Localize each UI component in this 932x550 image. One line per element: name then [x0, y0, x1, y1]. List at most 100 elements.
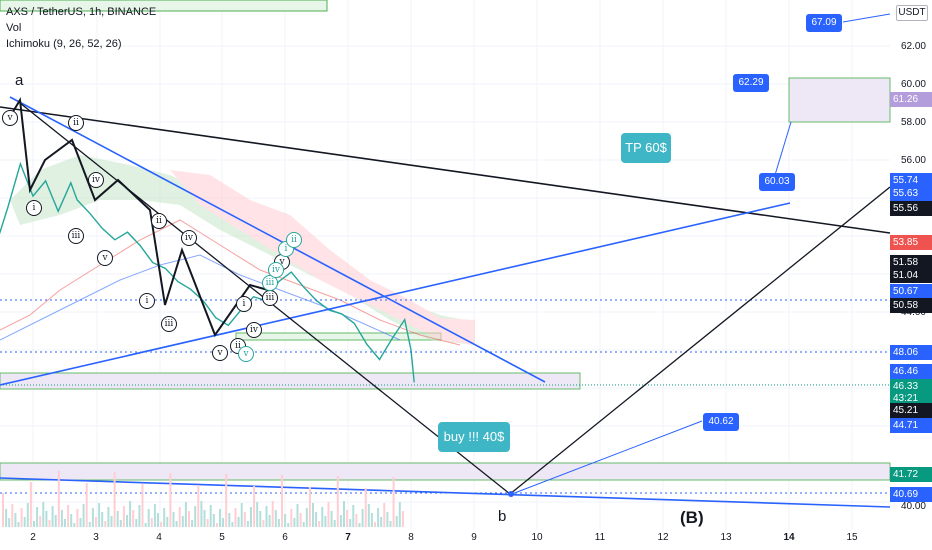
volume-bar — [392, 477, 395, 527]
indicator-legend: Ichimoku (9, 26, 52, 26) — [6, 38, 122, 50]
volume-bar — [157, 513, 159, 527]
volume-bar — [265, 506, 268, 527]
volume-bar — [364, 488, 367, 527]
volume-bar — [54, 515, 57, 527]
volume-bar — [57, 471, 60, 527]
x-tick: 11 — [594, 532, 606, 543]
wave-circle-label: iv — [246, 322, 262, 338]
volume-bar — [212, 514, 215, 527]
volume-bar — [358, 523, 361, 527]
volume-bar — [166, 517, 169, 527]
volume-bar — [246, 521, 249, 527]
x-tick: 6 — [282, 532, 288, 543]
volume-bar — [327, 502, 330, 527]
trendline-black-up — [509, 186, 891, 495]
volume-bar — [333, 520, 336, 527]
volume-bar — [290, 509, 293, 527]
volume-bar — [237, 517, 240, 527]
volume-legend: Vol — [6, 22, 22, 34]
volume-bar — [386, 512, 389, 527]
trendline-blue-up — [0, 202, 791, 386]
volume-bar — [95, 517, 97, 527]
volume-bar — [14, 513, 17, 527]
volume-bar — [377, 508, 380, 527]
volume-bar — [104, 521, 107, 527]
volume-bar — [101, 512, 104, 527]
volume-bar — [268, 515, 271, 527]
volume-bar — [395, 516, 398, 527]
volume-bar — [160, 522, 163, 527]
volume-bars — [2, 471, 404, 527]
volume-bar — [352, 505, 355, 527]
volume-bar — [374, 522, 376, 527]
volume-bar — [302, 522, 305, 527]
wave-circle-label: i — [236, 296, 252, 312]
volume-bar — [256, 502, 259, 527]
volume-bar — [339, 515, 342, 527]
trendline-blue-bottom — [0, 477, 891, 508]
volume-bar — [181, 516, 184, 527]
volume-bar — [169, 473, 172, 527]
price-tag: 45.21 — [890, 403, 932, 418]
volume-bar — [141, 484, 144, 527]
y-tick-40: 40.00 — [900, 501, 926, 512]
y-tick-64: 62.00 — [900, 41, 926, 52]
zone-top-left — [0, 0, 328, 12]
volume-bar — [324, 516, 327, 527]
volume-bar — [259, 511, 262, 527]
projection-60 — [774, 121, 792, 176]
volume-bar — [122, 506, 125, 527]
volume-bar — [29, 482, 32, 527]
volume-bar — [312, 503, 314, 527]
volume-bar — [330, 511, 333, 527]
wave-circle-label: ii — [151, 213, 167, 229]
volume-bar — [209, 505, 212, 527]
volume-bar — [70, 514, 73, 527]
volume-bar — [138, 505, 141, 527]
volume-bar — [274, 510, 277, 527]
currency-button[interactable]: USDT — [896, 5, 928, 21]
volume-bar — [398, 502, 401, 527]
volume-bar — [135, 519, 138, 527]
tag-62: 62.29 — [733, 74, 769, 92]
volume-bar — [287, 523, 290, 527]
volume-bar — [367, 504, 370, 527]
y-tick-62: 60.00 — [900, 79, 926, 90]
volume-bar — [163, 508, 166, 527]
wave-circle-label: i — [139, 293, 155, 309]
wave-circle-label: iii — [161, 316, 177, 332]
wave-circle-label: iii — [262, 275, 278, 291]
volume-bar — [91, 508, 94, 527]
volume-bar — [293, 518, 296, 527]
volume-bar — [250, 507, 252, 527]
projection-40 — [511, 420, 703, 495]
volume-bar — [343, 501, 345, 527]
volume-bar — [45, 511, 48, 527]
volume-bar — [132, 510, 135, 527]
wave-circle-label: ii — [286, 232, 302, 248]
volume-bar — [215, 523, 218, 527]
volume-bar — [64, 519, 66, 527]
volume-bar — [144, 523, 147, 527]
volume-bar — [188, 511, 190, 527]
volume-bar — [191, 520, 194, 527]
volume-bar — [147, 509, 150, 527]
x-tick: 14 — [783, 532, 795, 543]
zone-tp — [788, 77, 891, 123]
volume-bar — [200, 501, 203, 527]
price-line — [0, 161, 415, 383]
x-tick: 3 — [93, 532, 99, 543]
volume-bar — [206, 519, 209, 527]
volume-bar — [262, 520, 265, 527]
volume-bar — [401, 511, 404, 527]
volume-bar — [346, 510, 349, 527]
x-tick: 5 — [219, 532, 225, 543]
volume-bar — [150, 518, 153, 527]
volume-bar — [305, 508, 308, 527]
volume-bar — [361, 509, 364, 527]
x-tick: 4 — [156, 532, 162, 543]
volume-bar — [11, 504, 14, 527]
volume-bar — [60, 510, 63, 527]
